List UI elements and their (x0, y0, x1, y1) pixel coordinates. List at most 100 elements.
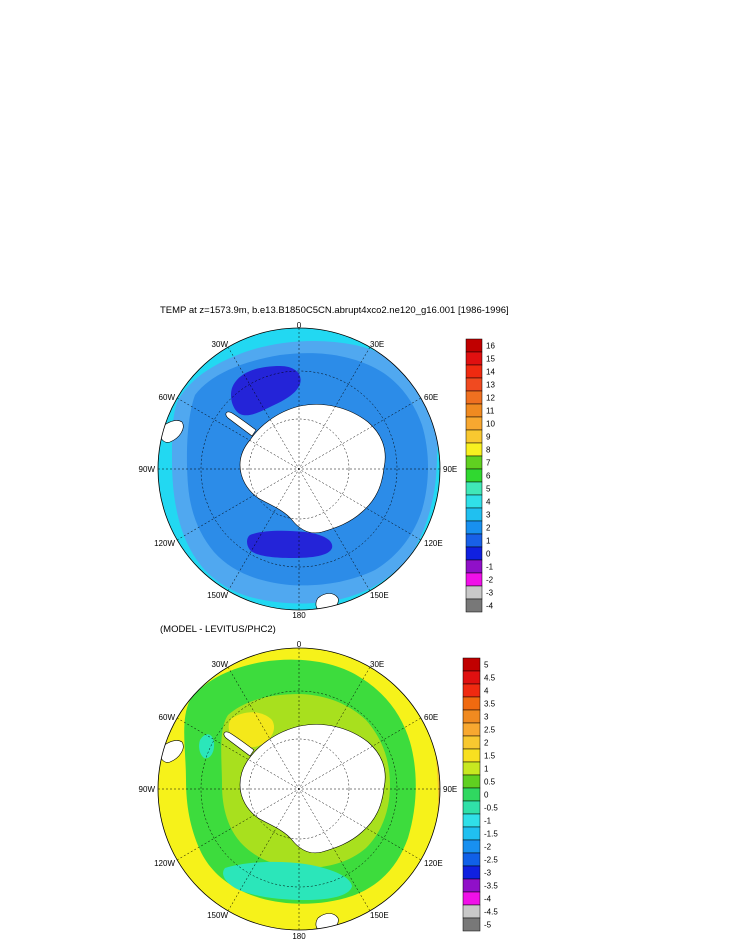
colorbar-swatch (462, 891, 481, 906)
panel2-lon-label: 120W (154, 859, 175, 868)
colorbar-label: 6 (486, 472, 491, 481)
panel2-lon-label: 30E (370, 660, 384, 669)
colorbar-label: 7 (486, 459, 491, 468)
colorbar-label: 2.5 (484, 726, 496, 735)
panel1-south-america-tip (159, 420, 184, 443)
colorbar-label: -4 (486, 602, 494, 611)
colorbar-swatch (462, 735, 481, 750)
panel1-lon-label: 60W (159, 393, 176, 402)
panel2-lon-labels: 0 30E 60E 90E 120E 150E 180 150W 120W 90… (139, 640, 458, 941)
colorbar-swatch (465, 364, 483, 379)
colorbar-swatch (465, 481, 483, 496)
colorbar-label: 4 (486, 498, 491, 507)
colorbar-label: 5 (484, 661, 489, 670)
colorbar-swatch (462, 761, 481, 776)
colorbar-swatch (462, 774, 481, 789)
colorbar-swatch (462, 722, 481, 737)
colorbar-label: -0.5 (484, 804, 498, 813)
panel2-lon-label: 90W (139, 785, 156, 794)
colorbar-label: 1.5 (484, 752, 496, 761)
colorbar-label: -4.5 (484, 908, 498, 917)
colorbar-swatch (462, 839, 481, 854)
panel2-lon-label: 180 (292, 932, 306, 941)
colorbar-swatch (465, 351, 483, 366)
panel2-peninsula (223, 731, 255, 757)
colorbar-swatch (465, 468, 483, 483)
colorbar-label: 0.5 (484, 778, 496, 787)
panel2-aqua-ross-patch (223, 861, 352, 900)
colorbar-label: -1.5 (484, 830, 498, 839)
colorbar-label: 9 (486, 433, 491, 442)
panel2-yellow-weddell-patch (228, 712, 275, 748)
panel2-lon-label: 60W (159, 713, 176, 722)
colorbar-label: -2.5 (484, 856, 498, 865)
colorbar-label: 2 (484, 739, 489, 748)
panel1-map-border (157, 327, 441, 611)
colorbar-swatch (465, 429, 483, 444)
panel1-navy-patch-ross (247, 530, 333, 558)
colorbar-swatch (462, 917, 481, 932)
panel2-aqua-west-patch (199, 734, 215, 759)
colorbar-label: 1 (486, 537, 491, 546)
colorbar-swatch (465, 338, 483, 353)
colorbar-swatch (465, 559, 483, 574)
colorbar-swatch (465, 416, 483, 431)
colorbar-label: 3 (486, 511, 491, 520)
colorbar-swatch (462, 670, 481, 685)
panel1-lon-labels: 0 30E 60E 90E 120E 150E 180 150W 120W 90… (139, 321, 458, 620)
colorbar-label: -4 (484, 895, 492, 904)
colorbar-label: 0 (484, 791, 489, 800)
colorbar-swatch (465, 390, 483, 405)
panel2-map-border (157, 647, 441, 931)
panel1-lon-label: 90W (139, 465, 156, 474)
colorbar-label: -3.5 (484, 882, 498, 891)
panel1-lon-label: 0 (297, 321, 302, 330)
colorbar-swatch (465, 442, 483, 457)
colorbar-label: 8 (486, 446, 491, 455)
panel2-lon-label: 30W (212, 660, 229, 669)
panel2-south-america-tip (159, 740, 184, 763)
panel1-lon-label: 30W (212, 340, 229, 349)
colorbar-label: 4 (484, 687, 489, 696)
colorbar-swatch (462, 878, 481, 893)
panel2-lon-label: 60E (424, 713, 438, 722)
colorbar-swatch (465, 546, 483, 561)
panel1-lon-label: 90E (443, 465, 457, 474)
panel1-peninsula (225, 411, 257, 437)
colorbar-label: 13 (486, 381, 495, 390)
panel1-lon-label: 120W (154, 539, 175, 548)
panel1-map (158, 328, 440, 610)
panel1-lon-label: 60E (424, 393, 438, 402)
panel2-lon-label: 120E (424, 859, 443, 868)
colorbar-swatch (462, 696, 481, 711)
colorbar-label: -5 (484, 921, 492, 930)
colorbar-label: 5 (486, 485, 491, 494)
panel2-lon-label: 150W (207, 911, 228, 920)
panel2-graticule (158, 648, 440, 930)
panel2-colorbar: 5 4.5 4 3.5 3 2.5 2 1.5 1 0.5 0 -0.5 -1 -1.5 -2 -2.5 -3 -… (462, 657, 498, 932)
colorbar-label: 1 (484, 765, 489, 774)
panel1-lon-label: 120E (424, 539, 443, 548)
colorbar-label: -2 (484, 843, 492, 852)
colorbar-swatch (462, 748, 481, 763)
colorbar-swatch (462, 904, 481, 919)
panel2-title: (MODEL - LEVITUS/PHC2) (160, 624, 276, 635)
colorbar-label: 15 (486, 355, 495, 364)
colorbar-swatch (465, 598, 483, 613)
panel1-lon-label: 150W (207, 591, 228, 600)
panel1-graticule (158, 328, 440, 610)
colorbar-swatch (462, 800, 481, 815)
panel1-title: TEMP at z=1573.9m, b.e13.B1850C5CN.abrup… (160, 305, 509, 316)
colorbar-label: 10 (486, 420, 495, 429)
colorbar-swatch (465, 377, 483, 392)
colorbar-swatch (462, 787, 481, 802)
colorbar-swatch (465, 494, 483, 509)
colorbar-swatch (465, 455, 483, 470)
colorbar-label: 4.5 (484, 674, 496, 683)
panel2-lon-label: 0 (297, 640, 302, 649)
colorbar-swatch (465, 520, 483, 535)
panel2-lon-label: 90E (443, 785, 457, 794)
colorbar-label: -1 (486, 563, 494, 572)
